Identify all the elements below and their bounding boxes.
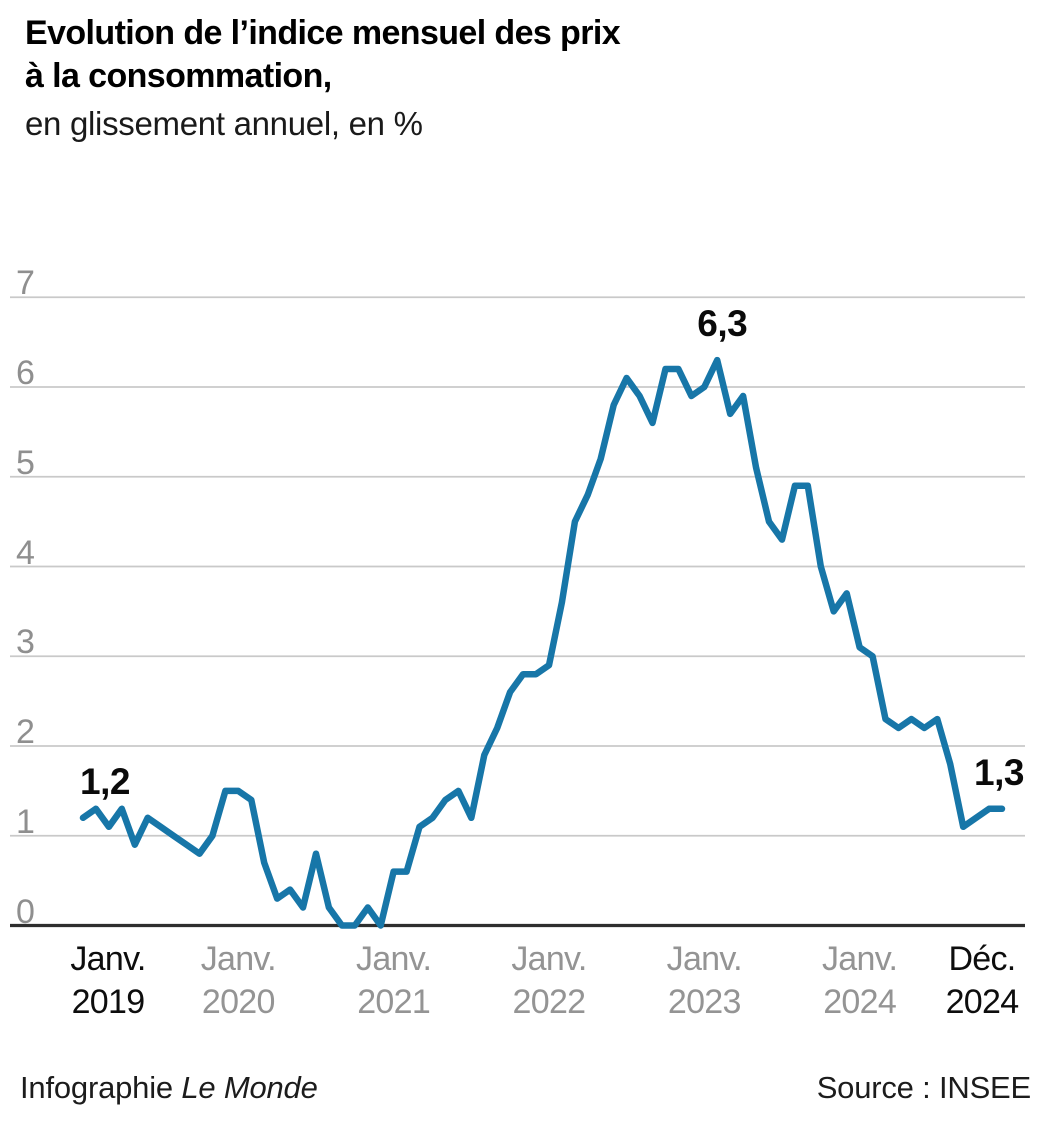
credit-line: Infographie Le Monde xyxy=(20,1070,318,1106)
y-tick-label: 1 xyxy=(16,802,35,841)
x-tick-year: 2022 xyxy=(512,983,587,1021)
y-tick-label: 3 xyxy=(16,623,35,662)
x-tick-year: 2020 xyxy=(201,983,276,1021)
source-line: Source : INSEE xyxy=(816,1070,1031,1105)
y-tick-label: 0 xyxy=(16,892,35,931)
chart-subtitle: en glissement annuel, en % xyxy=(25,105,423,142)
value-annotation: 6,3 xyxy=(697,303,748,345)
x-tick-label: Janv. 2022 xyxy=(464,941,634,1020)
x-tick-month: Janv. xyxy=(356,940,432,978)
x-tick-year: 2023 xyxy=(667,983,742,1021)
chart-header: Evolution de l’indice mensuel des prix à… xyxy=(25,12,1020,145)
chart-footer: Infographie Le Monde Source : INSEE xyxy=(20,1070,1031,1106)
x-tick-label: Janv. 2023 xyxy=(619,941,789,1020)
x-tick-label: Janv. 2019 xyxy=(23,941,193,1020)
credit-brand: Le Monde xyxy=(181,1070,318,1105)
x-tick-month: Janv. xyxy=(70,940,146,978)
x-tick-month: Janv. xyxy=(200,940,277,978)
x-tick-label: Janv. 2020 xyxy=(153,941,323,1020)
y-tick-label: 5 xyxy=(16,443,35,482)
y-tick-label: 2 xyxy=(16,713,35,751)
x-tick-label: Janv. 2024 xyxy=(775,941,945,1020)
x-tick-month: Janv. xyxy=(666,940,743,978)
y-tick-label: 6 xyxy=(16,354,35,392)
x-tick-label: Déc. 2024 xyxy=(897,941,1050,1020)
x-tick-month: Déc. xyxy=(948,940,1016,978)
x-tick-month: Janv. xyxy=(511,940,587,978)
x-tick-year: 2024 xyxy=(945,983,1020,1021)
chart-title-line1: Evolution de l’indice mensuel des prix xyxy=(25,14,621,52)
x-tick-year: 2024 xyxy=(823,983,897,1021)
inflation-line-series xyxy=(79,356,1006,929)
y-tick-label: 4 xyxy=(16,533,35,572)
value-annotation: 1,3 xyxy=(974,751,1024,793)
value-annotation: 1,2 xyxy=(80,760,130,802)
x-tick-year: 2021 xyxy=(357,983,431,1021)
y-tick-label: 7 xyxy=(16,264,35,303)
chart-title-line2: à la consommation, xyxy=(25,57,332,95)
x-tick-year: 2019 xyxy=(71,983,146,1021)
x-tick-label: Janv. 2021 xyxy=(309,941,479,1020)
credit-prefix: Infographie xyxy=(20,1070,173,1105)
x-tick-month: Janv. xyxy=(821,940,898,978)
